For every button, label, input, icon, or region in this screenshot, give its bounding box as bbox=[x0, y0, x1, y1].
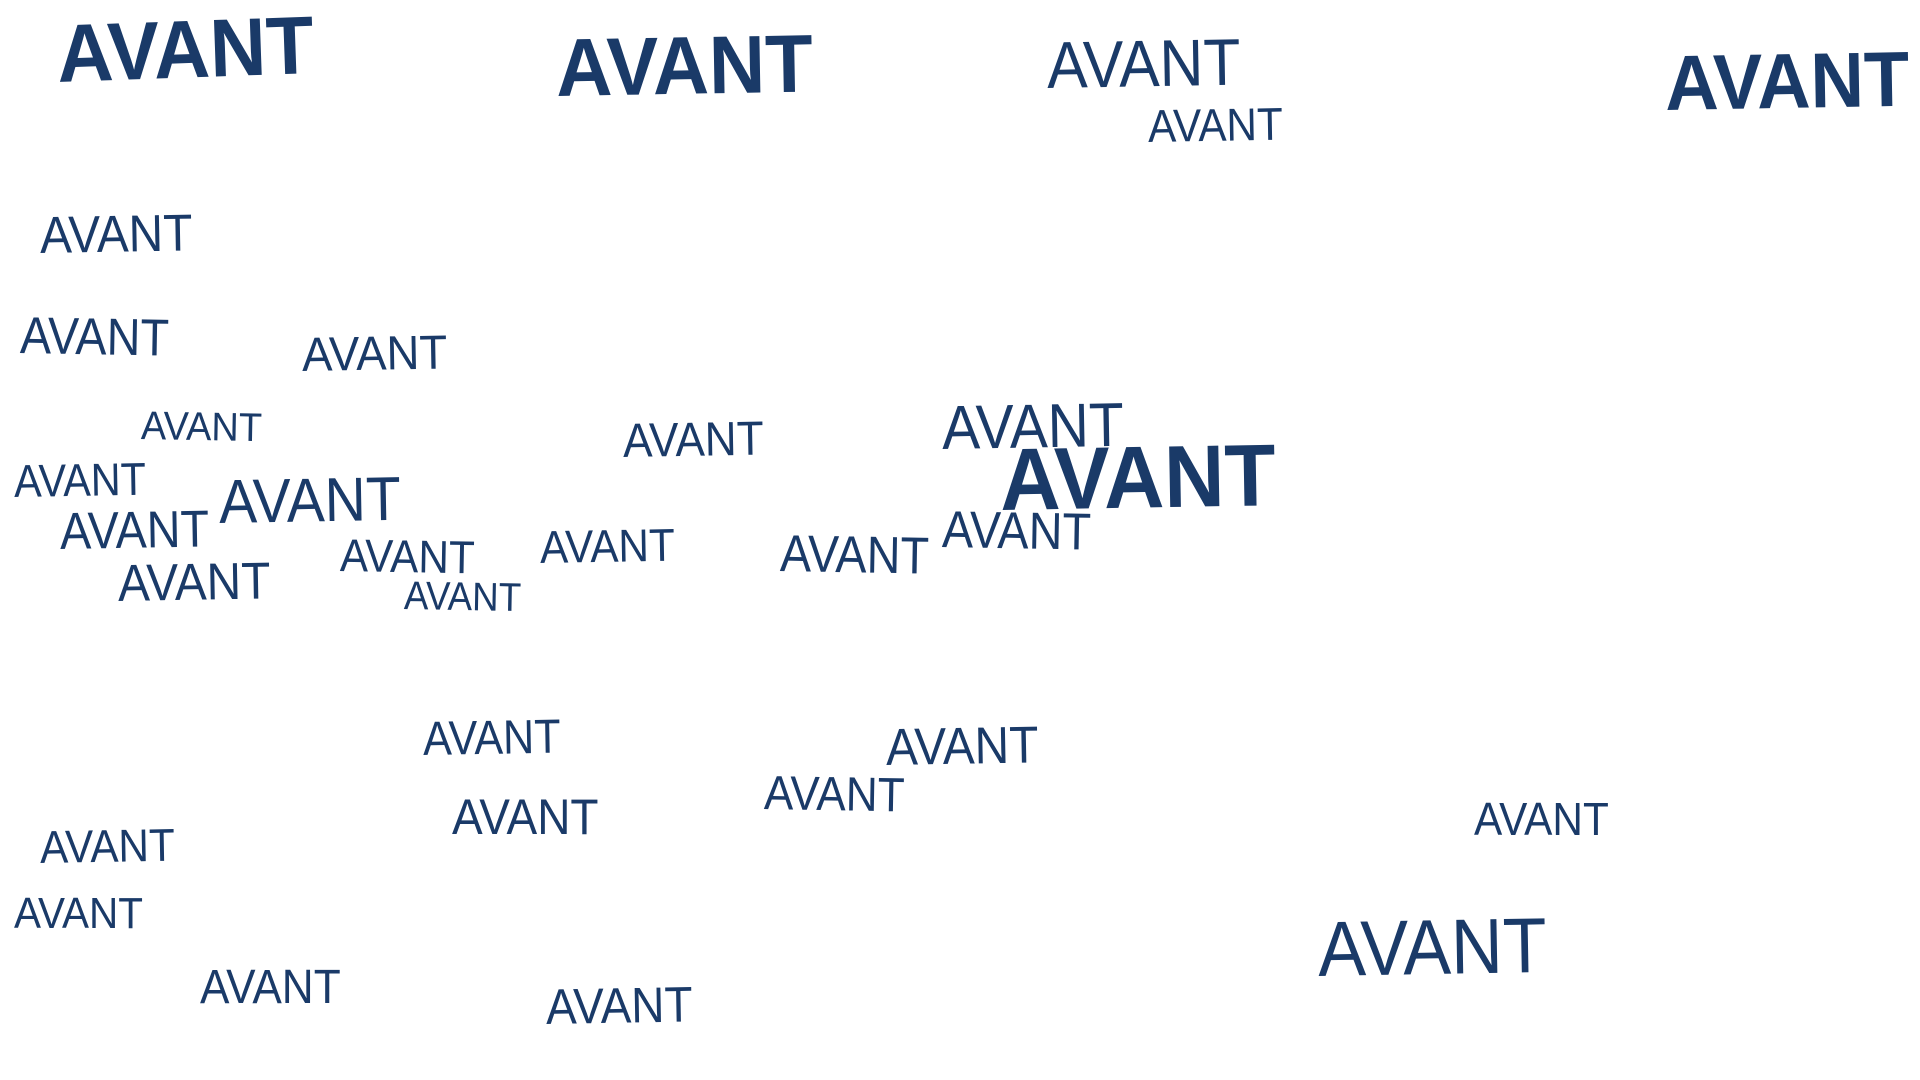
avant-word: AVANT bbox=[301, 326, 448, 382]
avant-word: AVANT bbox=[1664, 34, 1910, 127]
avant-word: AVANT bbox=[452, 789, 599, 845]
avant-word: AVANT bbox=[140, 404, 263, 451]
avant-word: AVANT bbox=[59, 500, 210, 561]
avant-word: AVANT bbox=[422, 710, 562, 766]
avant-word: AVANT bbox=[1046, 24, 1242, 102]
avant-word: AVANT bbox=[1317, 901, 1548, 993]
avant-word: AVANT bbox=[403, 574, 522, 621]
avant-word: AVANT bbox=[555, 18, 814, 114]
avant-word: AVANT bbox=[1147, 97, 1284, 152]
avant-word: AVANT bbox=[941, 501, 1092, 562]
avant-word: AVANT bbox=[13, 452, 147, 507]
avant-word: AVANT bbox=[885, 716, 1039, 777]
avant-word: AVANT bbox=[14, 889, 143, 938]
avant-word: AVANT bbox=[218, 464, 402, 537]
avant-word: AVANT bbox=[117, 552, 271, 613]
avant-word: AVANT bbox=[779, 525, 930, 586]
avant-word: AVANT bbox=[545, 976, 694, 1035]
avant-word: AVANT bbox=[55, 0, 316, 100]
avant-word: AVANT bbox=[622, 412, 765, 468]
avant-word: AVANT bbox=[763, 767, 906, 823]
avant-word: AVANT bbox=[1474, 793, 1609, 845]
avant-word: AVANT bbox=[200, 961, 341, 1014]
avant-word: AVANT bbox=[39, 204, 193, 265]
avant-word: AVANT bbox=[19, 307, 170, 368]
avant-word: AVANT bbox=[39, 818, 176, 873]
avant-word: AVANT bbox=[539, 518, 676, 573]
